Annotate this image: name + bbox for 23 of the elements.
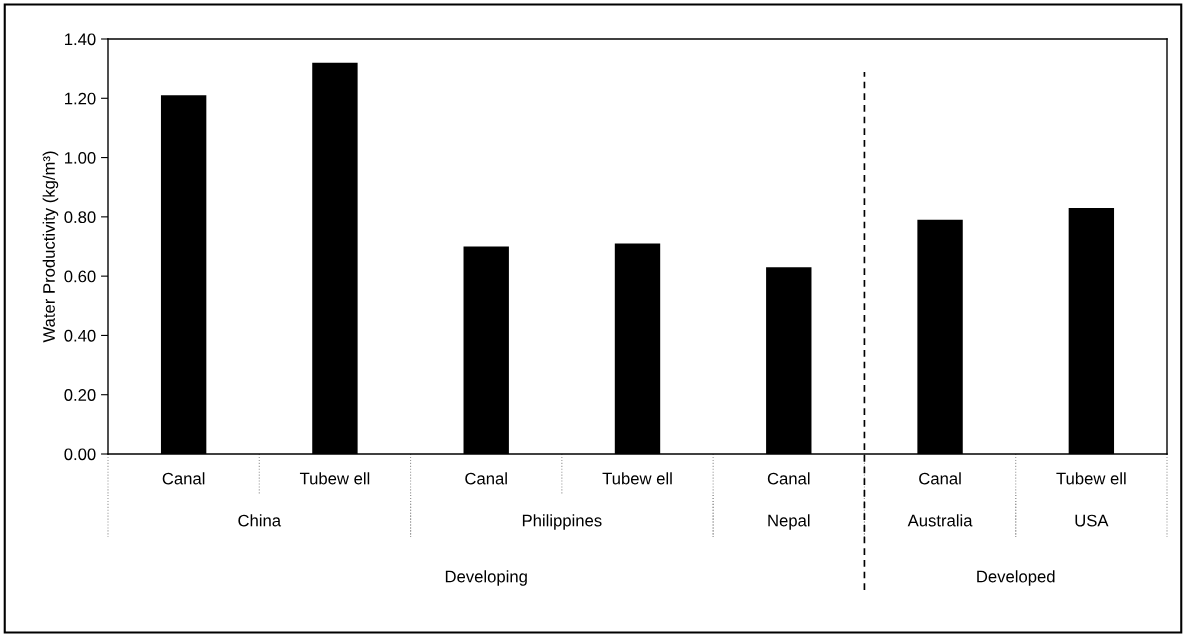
x-tick-label: Canal xyxy=(767,472,810,485)
x-tick-label: Canal xyxy=(919,472,961,485)
text: China xyxy=(238,514,282,527)
text: Nepal xyxy=(768,514,810,530)
x-tick-label: Tubew ell xyxy=(299,472,370,485)
text: USA xyxy=(1075,514,1109,527)
y-tick-label: 1.40 xyxy=(65,33,96,46)
x-tick-label: Canal xyxy=(162,472,205,485)
text: Australia xyxy=(907,514,973,527)
y-tick-label: 1.20 xyxy=(65,92,96,105)
y-tick-label: 0.20 xyxy=(64,389,96,401)
text: Developed xyxy=(977,570,1055,586)
text: Developing xyxy=(445,570,527,586)
y-tick-label: 1.00 xyxy=(65,151,96,164)
x-tick-label: Tubew ell xyxy=(1056,472,1126,485)
y-axis-title: Water Productivity (kg/m³) xyxy=(42,151,59,343)
x-tick-label: Canal xyxy=(465,472,507,485)
y-tick-label: 0.00 xyxy=(64,448,96,461)
y-tick-label: 0.80 xyxy=(64,211,96,224)
y-tick-label: 0.60 xyxy=(64,270,96,283)
x-tick-label: Tubew ell xyxy=(602,472,672,485)
y-tick-label: 0.40 xyxy=(64,329,96,342)
text: Philippines xyxy=(522,514,602,530)
